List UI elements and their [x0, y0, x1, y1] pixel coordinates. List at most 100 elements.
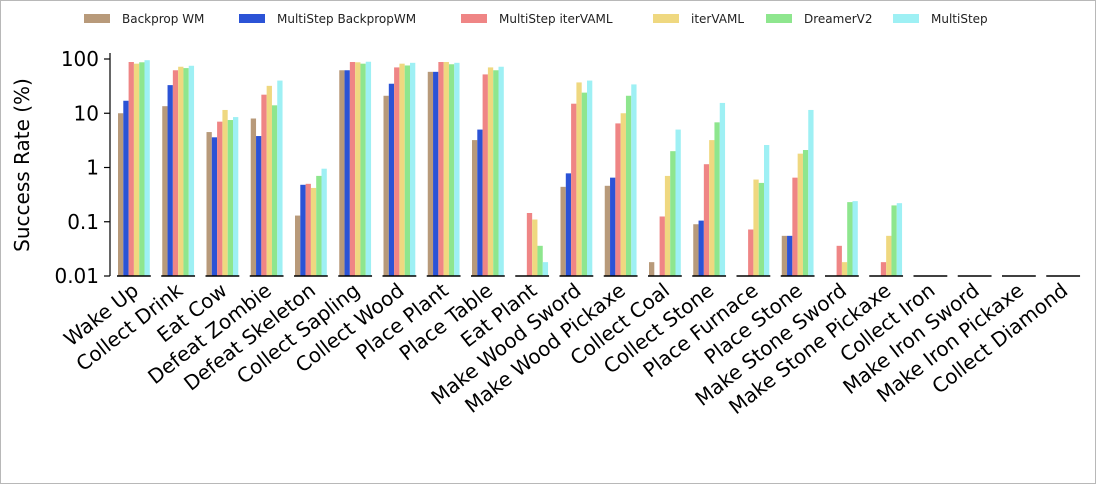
bar-8-0 [472, 140, 478, 276]
bar-5-4 [360, 63, 366, 276]
bar-10-2 [571, 103, 577, 276]
bars [117, 60, 1081, 277]
y-tick-label-1: 10 [74, 101, 99, 125]
bar-13-3 [709, 140, 715, 276]
bar-7-4 [448, 64, 455, 276]
bar-1-2 [172, 70, 179, 276]
bar-11-0 [604, 185, 611, 276]
bar-4-0 [295, 215, 301, 276]
bar-13-5 [719, 102, 726, 277]
bar-0-1 [123, 100, 129, 277]
bar-2-4 [227, 120, 233, 276]
bar-15-3 [797, 153, 803, 276]
bar-3-1 [256, 136, 262, 276]
bar-11-1 [610, 177, 616, 276]
bar-4-4 [316, 175, 322, 276]
bar-16-2 [836, 245, 842, 276]
bar-17-5 [896, 203, 903, 276]
bar-8-4 [493, 70, 499, 276]
bar-6-5 [410, 62, 416, 276]
bar-17-3 [886, 235, 892, 276]
bar-12-2 [659, 216, 665, 276]
bar-0-2 [128, 62, 134, 277]
bar-3-5 [277, 80, 283, 276]
bar-12-0 [649, 262, 655, 276]
bar-11-4 [625, 95, 632, 277]
bar-4-3 [310, 187, 317, 276]
bar-9-5 [542, 262, 549, 276]
bar-4-2 [305, 183, 311, 276]
bar-9-4 [537, 245, 543, 276]
bar-6-0 [383, 95, 389, 277]
bar-10-4 [581, 92, 587, 277]
bar-8-1 [477, 129, 483, 276]
bar-2-1 [211, 137, 218, 276]
bar-4-5 [321, 168, 327, 276]
bar-3-2 [261, 94, 267, 276]
bar-2-0 [206, 132, 212, 276]
bar-1-5 [188, 65, 195, 276]
bar-7-1 [433, 71, 439, 276]
bar-14-2 [748, 229, 754, 276]
bar-5-0 [339, 70, 345, 276]
y-ticks: 100 10 1 0.1 0.01 [54, 47, 110, 288]
bar-13-0 [693, 224, 699, 276]
legend-swatch-0 [84, 14, 110, 23]
legend-label-3: iterVAML [691, 12, 744, 26]
bar-7-2 [438, 62, 444, 277]
bar-13-4 [714, 122, 720, 276]
bar-8-2 [482, 74, 488, 276]
legend-swatch-4 [766, 14, 792, 23]
bar-15-2 [792, 177, 798, 276]
bar-6-4 [404, 65, 410, 276]
legend-swatch-2 [461, 14, 487, 23]
bar-10-3 [576, 82, 582, 277]
bar-12-3 [664, 175, 671, 276]
bar-2-5 [233, 117, 239, 276]
bar-1-4 [183, 68, 189, 276]
bar-6-3 [399, 63, 405, 276]
bar-7-5 [454, 62, 460, 276]
bar-14-3 [753, 179, 759, 276]
legend: Backprop WM MultiStep BackpropWM MultiStep… [84, 12, 988, 26]
legend-label-5: MultiStep [931, 12, 988, 26]
bar-12-4 [670, 151, 676, 276]
y-tick-label-4: 0.01 [54, 264, 99, 288]
bar-15-5 [808, 109, 814, 276]
legend-label-1: MultiStep BackpropWM [277, 12, 416, 26]
bar-11-5 [631, 84, 637, 276]
axes: Success Rate (%) [10, 53, 111, 276]
legend-label-2: MultiStep iterVAML [499, 12, 613, 26]
bar-7-0 [427, 71, 434, 276]
bar-1-3 [178, 66, 184, 276]
bar-6-2 [394, 67, 400, 276]
bar-10-1 [565, 173, 572, 276]
bar-5-1 [344, 70, 350, 276]
bar-0-0 [118, 113, 124, 276]
bar-13-1 [698, 220, 704, 276]
bar-14-4 [758, 182, 764, 276]
legend-label-0: Backprop WM [122, 12, 204, 26]
y-tick-label-0: 100 [61, 47, 99, 71]
bar-9-3 [532, 219, 538, 276]
bar-15-4 [802, 150, 809, 276]
bar-7-3 [443, 62, 449, 277]
legend-swatch-5 [893, 14, 919, 23]
bar-16-3 [841, 262, 848, 276]
bar-15-0 [781, 235, 788, 276]
bar-0-5 [144, 60, 150, 276]
bar-5-5 [365, 61, 372, 276]
bar-4-1 [300, 184, 306, 276]
bar-8-5 [498, 66, 504, 276]
bar-11-2 [615, 123, 621, 277]
bar-1-0 [162, 106, 168, 277]
bar-0-4 [139, 62, 145, 276]
bar-17-2 [880, 262, 887, 276]
bar-13-2 [703, 164, 710, 276]
y-tick-label-2: 1 [86, 156, 99, 180]
legend-label-4: DreamerV2 [804, 12, 873, 26]
legend-swatch-3 [653, 14, 679, 23]
